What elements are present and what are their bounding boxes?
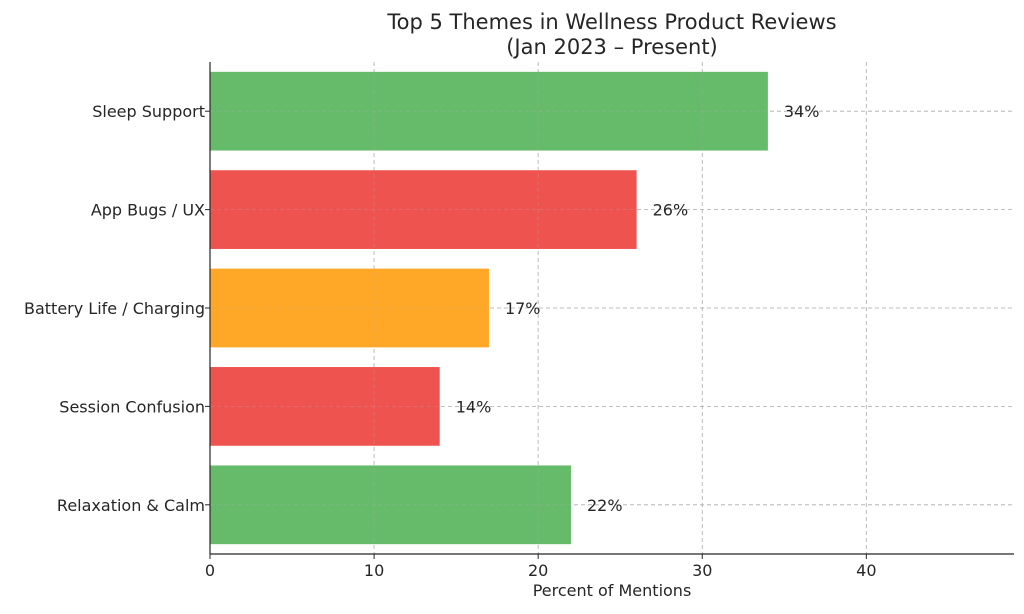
bar (210, 170, 637, 249)
x-axis-label: Percent of Mentions (533, 581, 692, 600)
chart-subtitle: (Jan 2023 – Present) (506, 35, 718, 59)
y-tick-label: Sleep Support (92, 102, 205, 121)
data-label: 14% (456, 397, 492, 416)
data-label: 17% (505, 299, 541, 318)
x-tick-label: 10 (364, 561, 384, 580)
chart-title: Top 5 Themes in Wellness Product Reviews (386, 10, 836, 34)
x-axis: 0 10 20 30 40 (205, 554, 877, 580)
bar (210, 268, 489, 348)
data-label: 22% (587, 496, 623, 515)
bar (210, 71, 768, 151)
x-tick-label: 40 (856, 561, 876, 580)
bar (210, 465, 571, 545)
y-tick-label: Session Confusion (59, 397, 205, 416)
y-tick-label: Relaxation & Calm (57, 496, 205, 515)
x-tick-label: 20 (528, 561, 548, 580)
data-labels: 34% 26% 17% 14% 22% (456, 102, 820, 515)
data-label: 34% (784, 102, 820, 121)
x-tick-label: 30 (692, 561, 712, 580)
y-tick-label: App Bugs / UX (91, 201, 205, 220)
y-axis: Sleep Support App Bugs / UX Battery Life /… (24, 102, 210, 515)
y-tick-label: Battery Life / Charging (24, 299, 205, 318)
bar (210, 367, 440, 446)
x-tick-label: 0 (205, 561, 215, 580)
data-label: 26% (653, 201, 689, 220)
bars (210, 71, 768, 545)
